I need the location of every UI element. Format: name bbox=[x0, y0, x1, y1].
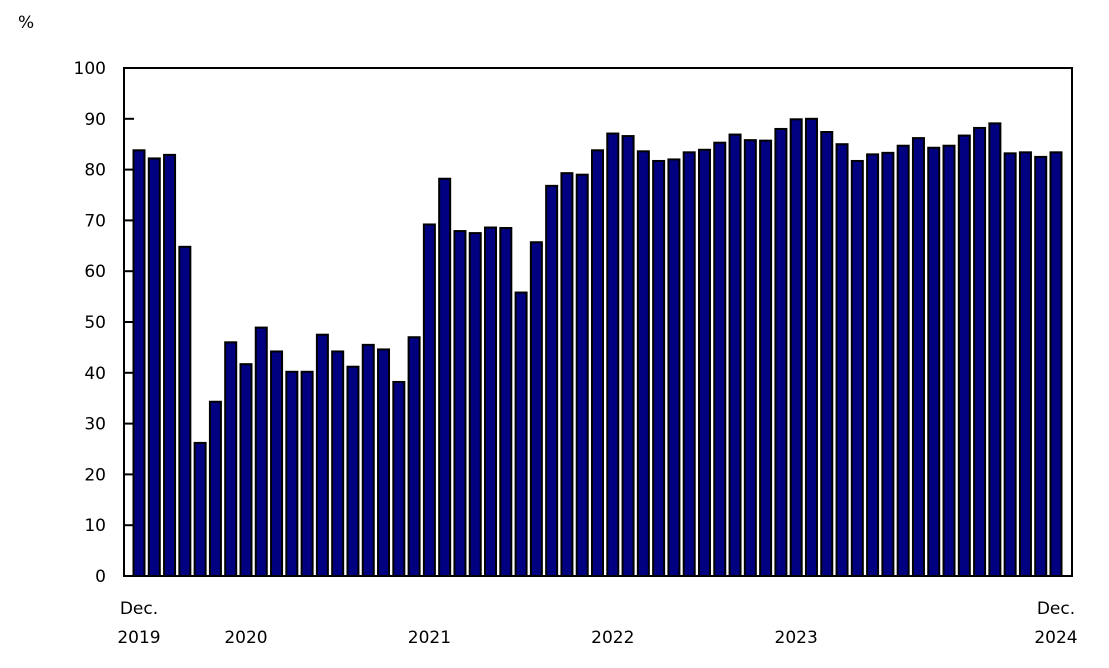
bar bbox=[682, 151, 696, 577]
bar bbox=[713, 141, 727, 577]
x-tick-label-year: 2019 bbox=[117, 628, 160, 648]
bar bbox=[850, 159, 864, 578]
bar bbox=[132, 149, 146, 578]
bar bbox=[789, 118, 803, 577]
bar bbox=[163, 153, 177, 577]
bar bbox=[529, 241, 543, 578]
x-axis: Dec. 2019 2020 2021 2022 2023 Dec. 2024 bbox=[117, 599, 1077, 648]
bar bbox=[1034, 155, 1048, 577]
bar bbox=[743, 139, 757, 578]
y-tick-label: 90 bbox=[84, 110, 106, 130]
bar bbox=[636, 150, 650, 577]
bar bbox=[300, 370, 314, 577]
bar bbox=[911, 137, 925, 577]
bar bbox=[820, 131, 834, 577]
bar bbox=[575, 173, 589, 577]
bar bbox=[346, 365, 360, 578]
bar bbox=[759, 139, 773, 577]
bar bbox=[606, 132, 620, 577]
y-tick-label: 60 bbox=[84, 262, 106, 282]
y-tick-label: 50 bbox=[84, 313, 106, 333]
bar bbox=[377, 348, 391, 577]
y-tick-label: 70 bbox=[84, 211, 106, 231]
y-tick-label: 20 bbox=[84, 465, 106, 485]
bar bbox=[545, 184, 559, 578]
y-axis: 0 10 20 30 40 50 60 70 80 90 100 bbox=[74, 59, 134, 587]
bar bbox=[208, 400, 222, 578]
bar bbox=[728, 133, 742, 577]
y-tick-label: 80 bbox=[84, 161, 106, 181]
bar bbox=[560, 172, 574, 577]
bar bbox=[957, 134, 971, 577]
y-tick-label: 10 bbox=[84, 516, 106, 536]
bar bbox=[988, 122, 1002, 577]
x-tick-label-month: Dec. bbox=[1037, 599, 1075, 619]
bar bbox=[484, 226, 498, 577]
bar bbox=[193, 441, 207, 577]
y-axis-label: % bbox=[18, 13, 34, 33]
bar bbox=[621, 135, 635, 578]
bar bbox=[499, 227, 513, 578]
bar bbox=[667, 158, 681, 577]
bar bbox=[392, 380, 406, 577]
y-tick-label: 100 bbox=[74, 59, 106, 79]
x-tick-label-year: 2021 bbox=[408, 628, 451, 648]
bar bbox=[697, 148, 711, 577]
bar bbox=[1049, 151, 1063, 577]
bar bbox=[896, 144, 910, 577]
bar bbox=[361, 343, 375, 577]
bar bbox=[407, 336, 421, 577]
bar bbox=[774, 127, 788, 578]
bar bbox=[224, 341, 238, 577]
bar bbox=[927, 146, 941, 577]
bar bbox=[942, 144, 956, 577]
x-tick-label-year: 2022 bbox=[591, 628, 634, 648]
bar bbox=[468, 232, 482, 577]
bar bbox=[453, 230, 467, 577]
bar bbox=[804, 117, 818, 578]
bar bbox=[331, 350, 345, 577]
bar bbox=[866, 153, 880, 578]
y-tick-label: 40 bbox=[84, 364, 106, 384]
bar bbox=[835, 143, 849, 577]
bar bbox=[973, 126, 987, 577]
bar bbox=[315, 333, 329, 578]
bar bbox=[422, 223, 436, 578]
x-tick-label-month: Dec. bbox=[120, 599, 158, 619]
bar bbox=[270, 350, 284, 577]
bar bbox=[285, 370, 299, 577]
bars bbox=[132, 117, 1063, 578]
bar bbox=[147, 157, 161, 577]
bar bbox=[254, 326, 268, 578]
bar bbox=[178, 245, 192, 577]
y-tick-label: 30 bbox=[84, 415, 106, 435]
bar bbox=[652, 159, 666, 578]
bar bbox=[514, 291, 528, 577]
bar bbox=[591, 149, 604, 578]
bar bbox=[1018, 151, 1032, 577]
x-tick-label-year: 2023 bbox=[775, 628, 818, 648]
bar bbox=[239, 363, 253, 577]
x-tick-label-year: 2024 bbox=[1034, 628, 1077, 648]
bar bbox=[881, 151, 895, 577]
y-tick-label: 0 bbox=[95, 567, 106, 587]
x-tick-label-year: 2020 bbox=[224, 628, 267, 648]
bar bbox=[438, 177, 452, 578]
bar bbox=[1003, 152, 1017, 577]
